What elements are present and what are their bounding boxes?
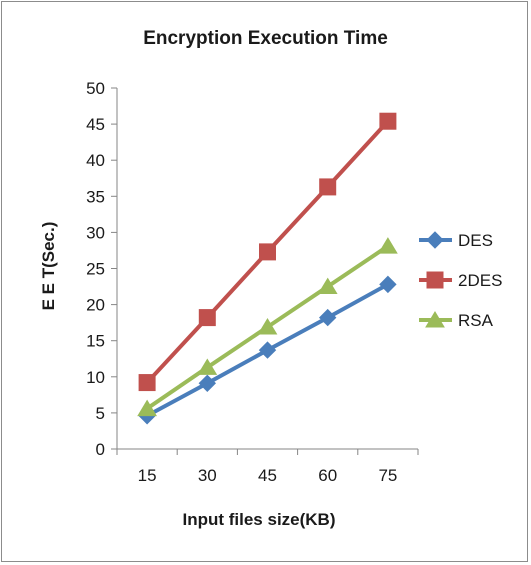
data-point-rsa (257, 318, 278, 335)
y-tick-label: 50 (86, 79, 105, 98)
legend-item-rsa: RSA (419, 311, 494, 330)
x-tick-label: 45 (258, 466, 277, 485)
x-axis-label: Input files size(KB) (182, 510, 335, 529)
data-point-2des (379, 112, 397, 130)
legend-item-2des: 2DES (419, 271, 502, 290)
y-tick-label: 25 (86, 260, 105, 279)
legend-item-des: DES (419, 231, 493, 250)
x-tick-label: 75 (378, 466, 397, 485)
y-tick-label: 15 (86, 332, 105, 351)
data-point-rsa (197, 358, 218, 375)
x-tick-label: 60 (318, 466, 337, 485)
y-tick-label: 30 (86, 223, 105, 242)
y-tick-label: 10 (86, 368, 105, 387)
data-point-des (318, 308, 337, 327)
series-2des (138, 112, 397, 392)
data-point-2des (138, 374, 156, 392)
data-point-2des (259, 243, 276, 261)
legend-marker-rsa (425, 311, 445, 328)
y-axis-label: E E T(Sec.) (39, 222, 58, 311)
data-point-rsa (317, 277, 338, 295)
y-tick-label: 5 (96, 404, 105, 423)
legend-label-2des: 2DES (458, 271, 502, 290)
y-tick-label: 20 (86, 296, 105, 315)
y-tick-label: 0 (96, 440, 105, 459)
y-tick-label: 40 (86, 151, 105, 170)
axes: 0 5 10 15 20 25 30 35 40 45 50 15 30 45 60 75 (86, 79, 419, 485)
series-layer (137, 112, 398, 425)
data-point-2des (319, 178, 337, 196)
chart-title: Encryption Execution Time (143, 28, 388, 49)
data-point-des (379, 275, 397, 294)
x-tick-label: 30 (198, 466, 217, 485)
x-tick-label: 15 (138, 466, 157, 485)
legend: DES 2DES RSA (419, 231, 502, 330)
legend-label-des: DES (458, 231, 493, 250)
data-point-rsa (137, 399, 157, 417)
y-tick-label: 35 (86, 187, 105, 206)
legend-marker-des (426, 231, 444, 249)
y-tick-label: 45 (86, 115, 105, 134)
legend-marker-2des (426, 271, 444, 289)
series-rsa (137, 237, 398, 417)
data-point-des (258, 341, 277, 359)
legend-label-rsa: RSA (458, 311, 494, 330)
data-point-des (198, 374, 217, 393)
data-point-2des (198, 309, 216, 327)
data-point-rsa (378, 237, 398, 254)
